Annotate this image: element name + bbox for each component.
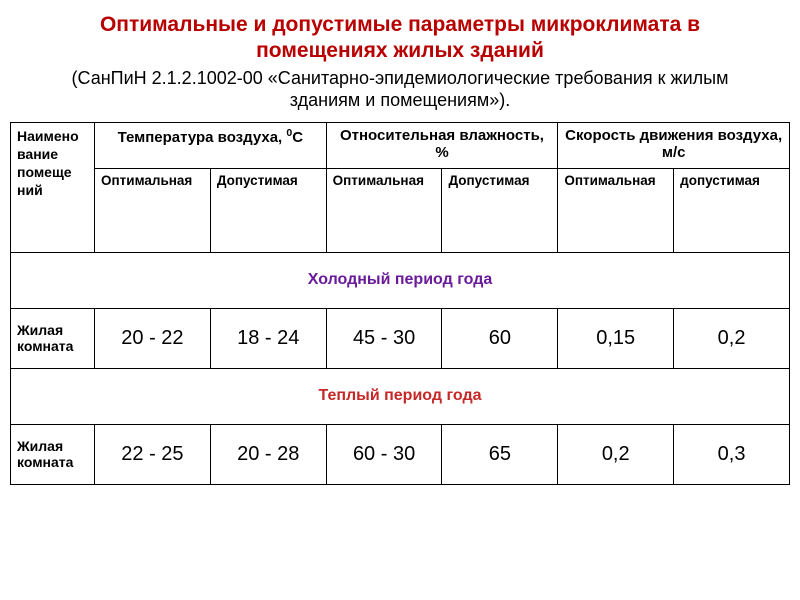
name-hdr-line: вание <box>17 146 58 162</box>
cell-value: 65 <box>442 424 558 484</box>
col-sub: Оптимальная <box>326 168 442 252</box>
section-row-cold: Холодный период года <box>11 252 790 308</box>
page-title: Оптимальные и допустимые параметры микро… <box>50 12 750 65</box>
cell-value: 0,2 <box>558 424 674 484</box>
page: Оптимальные и допустимые параметры микро… <box>0 0 800 600</box>
col-group-airspeed: Скорость движения воздуха, м/с <box>558 122 790 168</box>
cell-value: 0,15 <box>558 308 674 368</box>
section-row-warm: Теплый период года <box>11 368 790 424</box>
cell-value: 20 - 28 <box>210 424 326 484</box>
cell-value: 22 - 25 <box>95 424 211 484</box>
cell-value: 18 - 24 <box>210 308 326 368</box>
col-sub: Оптимальная <box>95 168 211 252</box>
cell-value: 0,3 <box>674 424 790 484</box>
col-group-temperature: Температура воздуха, 0С <box>95 122 327 168</box>
row-label: Жилая комната <box>11 424 95 484</box>
row-label: Жилая комната <box>11 308 95 368</box>
cell-value: 60 <box>442 308 558 368</box>
microclimate-table: Наимено вание помеще ний Температура воз… <box>10 122 790 485</box>
col-sub: допустимая <box>674 168 790 252</box>
col-header-name: Наимено вание помеще ний <box>11 122 95 252</box>
col-sub: Допустимая <box>442 168 558 252</box>
cell-value: 45 - 30 <box>326 308 442 368</box>
cell-value: 60 - 30 <box>326 424 442 484</box>
section-title: Холодный период года <box>11 252 790 308</box>
cell-value: 0,2 <box>674 308 790 368</box>
name-hdr-line: Наимено <box>17 128 79 144</box>
section-title: Теплый период года <box>11 368 790 424</box>
cell-value: 20 - 22 <box>95 308 211 368</box>
page-subtitle: (СанПиН 2.1.2.1002-00 «Санитарно-эпидеми… <box>50 67 750 112</box>
table-row: Жилая комната 22 - 25 20 - 28 60 - 30 65… <box>11 424 790 484</box>
table-body: Холодный период года Жилая комната 20 - … <box>11 252 790 484</box>
name-hdr-line: помеще <box>17 164 72 180</box>
col-sub: Допустимая <box>210 168 326 252</box>
col-sub: Оптимальная <box>558 168 674 252</box>
table-header: Наимено вание помеще ний Температура воз… <box>11 122 790 252</box>
table-row: Жилая комната 20 - 22 18 - 24 45 - 30 60… <box>11 308 790 368</box>
name-hdr-line: ний <box>17 182 43 198</box>
col-group-humidity: Относительная влажность, % <box>326 122 558 168</box>
